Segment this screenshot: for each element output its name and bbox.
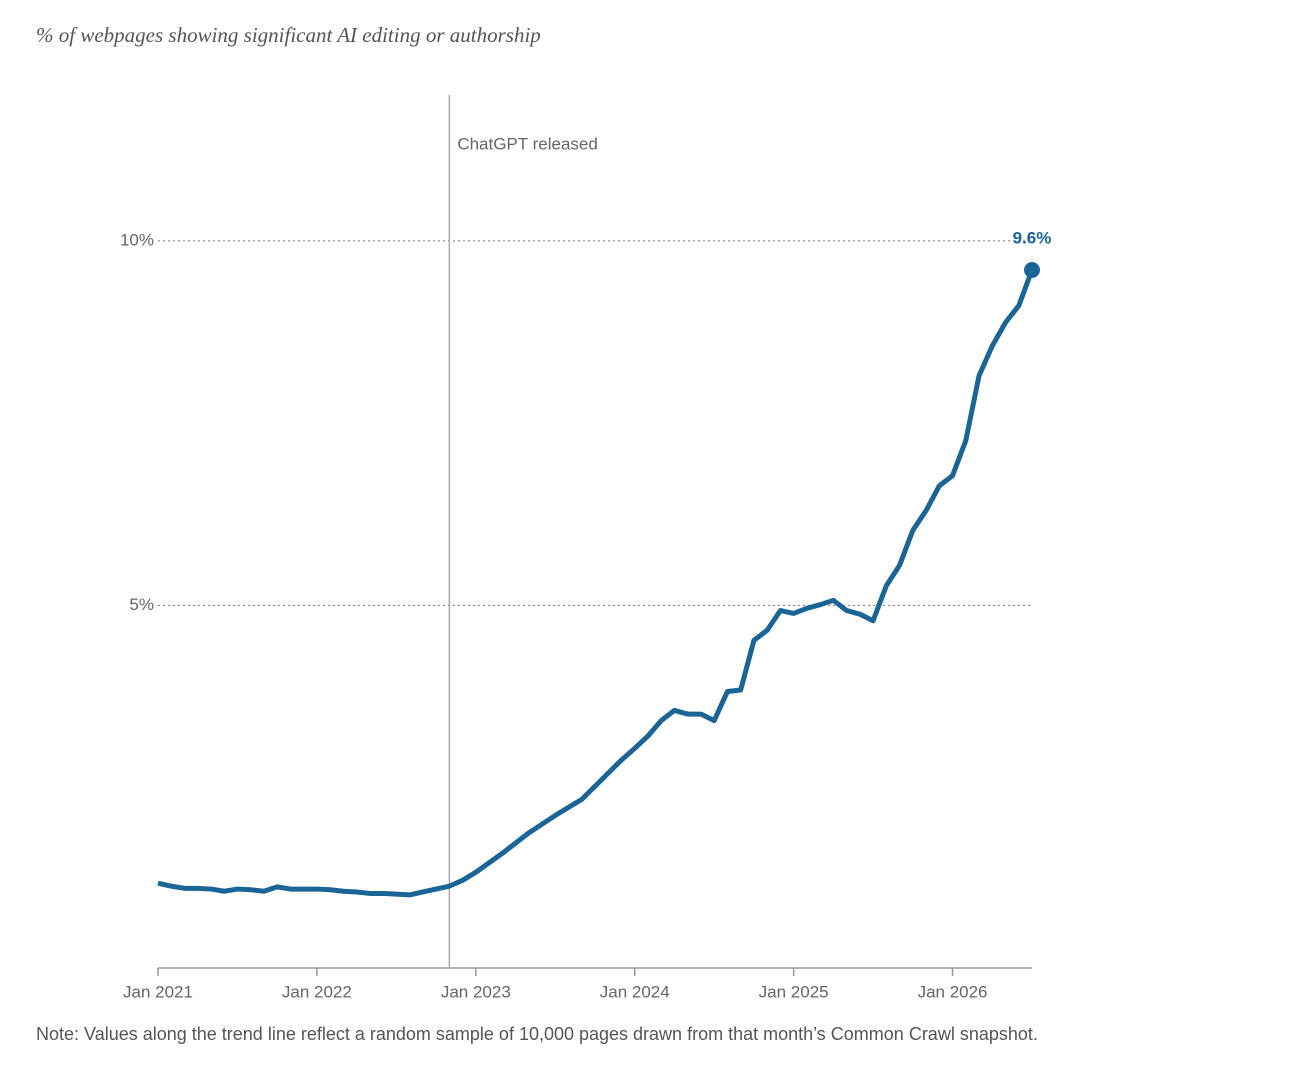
x-tick-label: Jan 2021: [123, 982, 193, 1001]
chart-subtitle: % of webpages showing significant AI edi…: [36, 23, 541, 47]
x-tick-label: Jan 2024: [600, 982, 670, 1001]
line: [157, 269, 1035, 898]
value-label: 9.6%: [1013, 228, 1052, 247]
end-point: [1024, 262, 1040, 278]
annotation-label: ChatGPT released: [457, 134, 597, 153]
x-tick-label: Jan 2025: [759, 982, 829, 1001]
y-tick-label: 10%: [120, 230, 154, 249]
x-tick-label: Jan 2022: [282, 982, 352, 1001]
x-tick-label: Jan 2023: [441, 982, 511, 1001]
y-tick-label: 5%: [129, 595, 154, 614]
chart-note: Note: Values along the trend line reflec…: [36, 1024, 1038, 1044]
x-tick-label: Jan 2026: [918, 982, 988, 1001]
